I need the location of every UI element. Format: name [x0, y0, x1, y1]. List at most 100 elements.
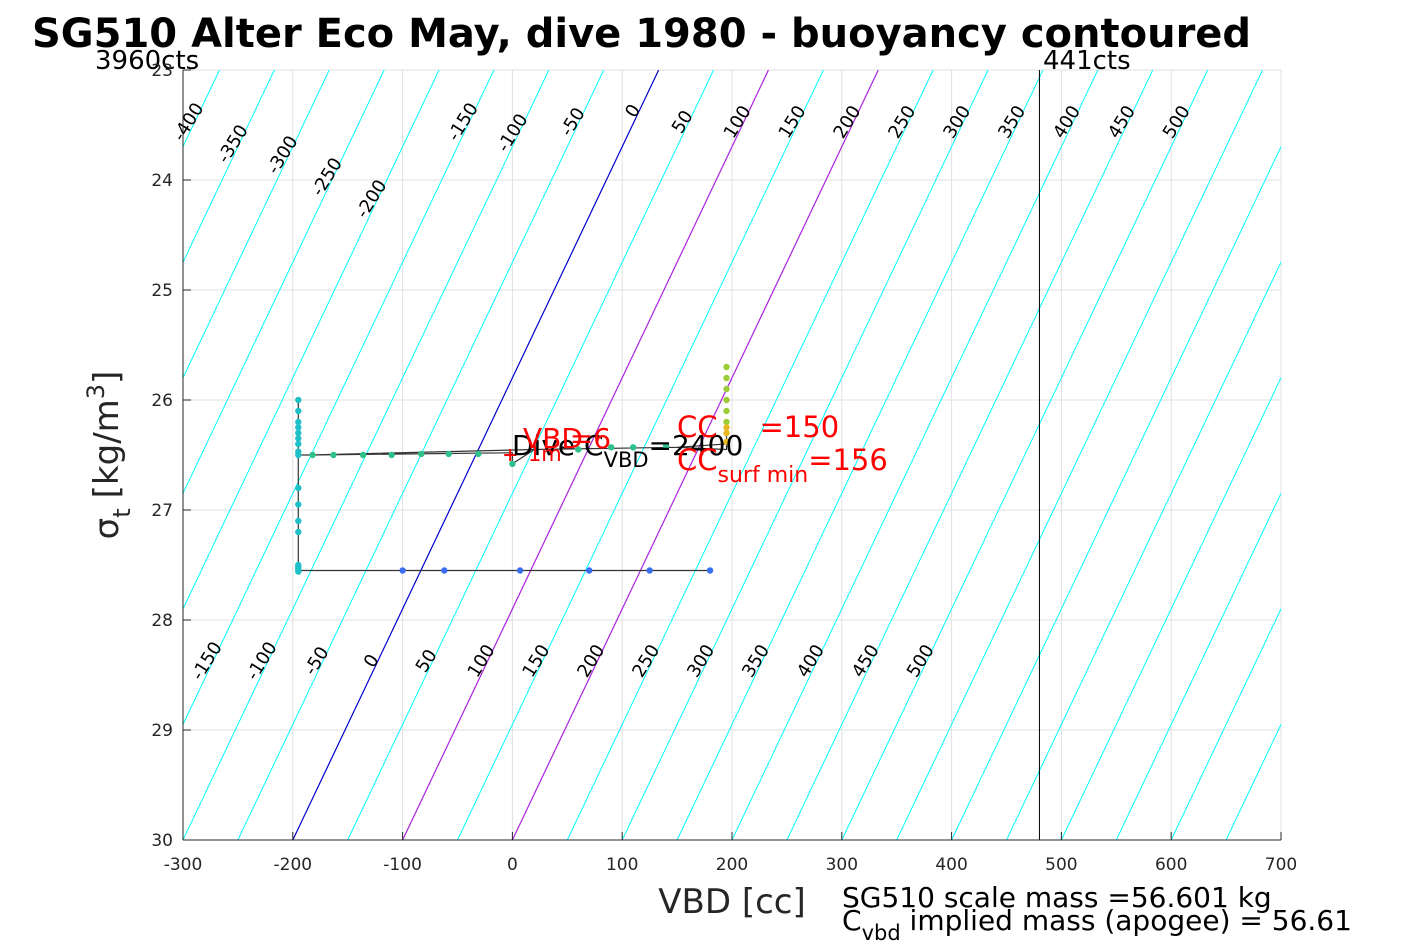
annotation-vbd-sub: 1m — [528, 442, 562, 466]
y-tick-label-7: 30 — [151, 831, 173, 851]
x-tick-label-4: 100 — [606, 855, 638, 875]
contour-line-15 — [676, 70, 1044, 840]
contour-line-14 — [621, 70, 989, 840]
series-1-point-4 — [418, 450, 425, 458]
series-1-point-9 — [608, 444, 615, 451]
series-1-point-0 — [309, 451, 316, 459]
y-tick-label-5: 28 — [151, 611, 173, 631]
series-1-point-6 — [475, 450, 482, 458]
contour-line-4 — [183, 70, 440, 611]
annotation-ccsurf-value: =156 — [808, 443, 888, 477]
annotation-cc-surf-min: CCsurf min=156 — [677, 443, 888, 488]
series-0-point-8 — [295, 501, 302, 508]
x-tick-label-3: 0 — [507, 855, 518, 875]
footer-line-1: SG510 scale mass =56.601 kg — [842, 881, 1272, 914]
annotation-vbd-1m: VBD1m =6 — [523, 422, 611, 466]
contour-line-1 — [183, 70, 275, 264]
series-0-point-6 — [295, 451, 302, 459]
contour-line-18 — [841, 70, 1209, 840]
y-axis-label-units: [kg/m — [87, 399, 127, 498]
series-0-point-2 — [295, 418, 302, 426]
series-4-point-2 — [723, 438, 730, 445]
x-tick-label-10: 700 — [1265, 855, 1297, 875]
series-1-point-11 — [662, 443, 670, 450]
y-axis-label-main: σ — [87, 518, 127, 540]
y-tick-label-1: 24 — [151, 171, 173, 191]
annotation-ccsurf-main: CC — [677, 443, 718, 477]
series-1-point-3 — [388, 451, 395, 459]
series-2-point-3 — [586, 567, 593, 574]
annotation-dive-main: Dive C — [512, 429, 604, 462]
x-tick-label-1: -200 — [274, 855, 313, 875]
y-axis-label-sub: t — [108, 508, 136, 517]
series-1-point-1 — [330, 451, 337, 459]
x-tick-label-5: 200 — [716, 855, 748, 875]
series-2-point-4 — [646, 567, 653, 574]
series-1-point-2 — [359, 451, 367, 459]
series-1-point-8 — [575, 446, 582, 453]
corner-label-left: 3960cts — [95, 46, 199, 76]
annotation-cc-value: =150 — [760, 410, 840, 444]
series-0-point-7 — [295, 484, 302, 492]
series-2-point-2 — [516, 567, 524, 574]
series-3-point-2 — [723, 385, 730, 393]
contour-line-24 — [1170, 607, 1281, 840]
series-3-point-0 — [723, 363, 730, 371]
chart-title: SG510 Alter Eco May, dive 1980 - buoyanc… — [32, 11, 1251, 57]
y-tick-label-4: 27 — [151, 501, 173, 521]
series-0-point-10 — [295, 528, 302, 536]
series-3-point-4 — [723, 407, 730, 415]
series-0-point-0 — [295, 396, 302, 404]
annotation-dive: Dive CVBD=2400 — [512, 429, 743, 472]
series-2-point-5 — [706, 567, 714, 574]
annotation-vbd-value: =6 — [570, 422, 611, 455]
y-tick-label-3: 26 — [151, 391, 173, 411]
series-3-point-3 — [723, 396, 730, 404]
x-axis-label: VBD [cc] — [658, 882, 806, 922]
y-axis-label: σt [kg/m3] — [82, 371, 136, 540]
annotation-cc: CC =150 — [677, 410, 839, 444]
points-layer — [295, 363, 730, 575]
annotation-cc-main: CC — [677, 410, 718, 444]
x-tick-label-7: 400 — [935, 855, 967, 875]
series-1-point-7 — [509, 460, 516, 467]
series-4-point-0 — [723, 424, 730, 431]
footer-line-2-sub: vbd — [862, 921, 901, 945]
series-0-point-14 — [295, 568, 302, 575]
series-0-point-3 — [295, 429, 302, 437]
series-0-point-15 — [295, 424, 302, 431]
contour-line-19 — [896, 70, 1264, 840]
contour-line-12 — [511, 70, 879, 840]
y-tick-label-2: 25 — [151, 281, 173, 301]
annotation-ccsurf-sub: surf min — [718, 463, 809, 488]
footer-line-2: Cvbd implied mass (apogee) = 56.61 — [842, 904, 1352, 945]
y-tick-label-6: 29 — [151, 721, 173, 741]
series-0-point-4 — [295, 440, 302, 448]
contour-line-11 — [457, 70, 824, 840]
x-tick-label-2: -100 — [383, 855, 422, 875]
contour-line-21 — [1006, 261, 1281, 840]
y-tick-label-0: 23 — [151, 61, 173, 81]
footer-line-2-main: C — [842, 904, 862, 937]
x-tick-label-0: -300 — [164, 855, 203, 875]
x-tick-label-8: 500 — [1045, 855, 1077, 875]
footer-line-2-rest: implied mass (apogee) = 56.61 — [901, 904, 1352, 937]
x-tick-label-6: 300 — [826, 855, 858, 875]
annotation-dive-value: =2400 — [649, 429, 744, 462]
contour-line-3 — [183, 70, 385, 495]
y-axis-label-close: ] — [87, 371, 127, 384]
contour-line-9 — [347, 70, 715, 840]
x-tick-label-9: 600 — [1155, 855, 1187, 875]
contour-line-16 — [731, 70, 1099, 840]
series-4-point-1 — [723, 429, 730, 437]
series-3-point-5 — [723, 418, 730, 426]
contour-line-23 — [1115, 492, 1281, 840]
series-0-point-9 — [295, 517, 302, 525]
contour-line-20 — [951, 145, 1281, 840]
series-0-point-16 — [295, 435, 302, 442]
series-2-point-1 — [441, 567, 448, 574]
annotation-dive-sub: VBD — [604, 448, 649, 472]
tick-layer: -300 -200 -100 0 100 200 300 400 500 600 700 23 24 25… — [151, 61, 1297, 875]
series-3-point-1 — [723, 374, 730, 382]
